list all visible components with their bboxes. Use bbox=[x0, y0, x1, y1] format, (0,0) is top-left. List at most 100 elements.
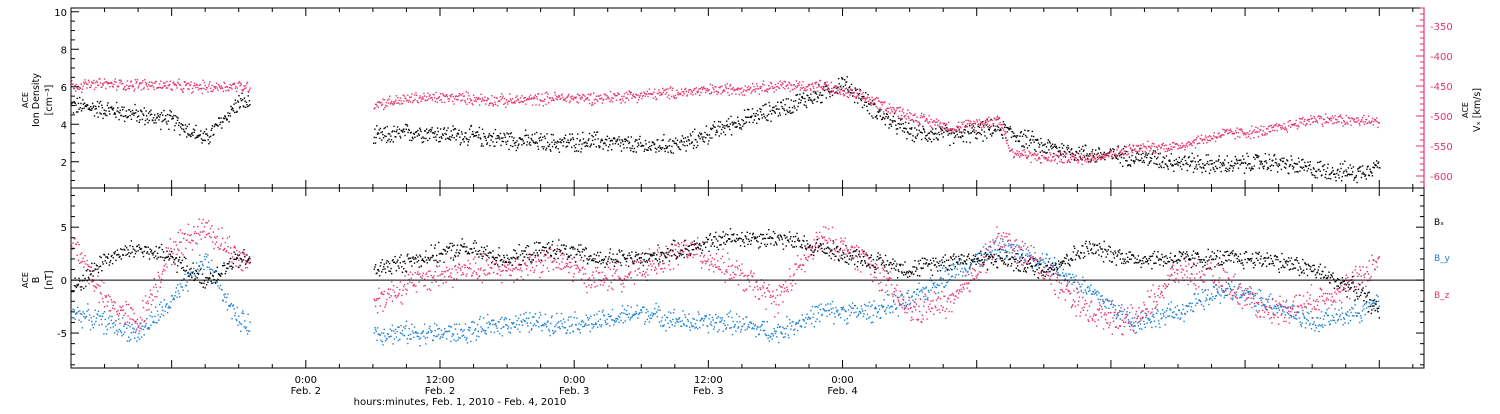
density-series-point bbox=[917, 135, 918, 136]
density-series-point bbox=[183, 129, 184, 130]
vx-series-point bbox=[756, 83, 757, 84]
density-series-point bbox=[671, 152, 672, 153]
density-series-point bbox=[1008, 128, 1009, 129]
density-series-point bbox=[379, 129, 380, 130]
density-series-point bbox=[711, 137, 712, 138]
vx-series-point bbox=[981, 122, 982, 123]
density-series-point bbox=[1273, 155, 1274, 156]
density-series-point bbox=[97, 116, 98, 117]
density-series-point bbox=[973, 125, 974, 126]
density-series-point bbox=[1239, 160, 1240, 161]
by-series-point bbox=[645, 312, 646, 313]
density-series-point bbox=[914, 141, 915, 142]
vx-series-point bbox=[424, 95, 425, 96]
density-series-point bbox=[1241, 162, 1242, 163]
density-series-point bbox=[800, 102, 801, 103]
by-series-point bbox=[116, 330, 117, 331]
vx-series-point bbox=[449, 98, 450, 99]
vx-series-point bbox=[1181, 143, 1182, 144]
by-series-point bbox=[685, 317, 686, 318]
vx-series-point bbox=[236, 91, 237, 92]
density-series-point bbox=[155, 122, 156, 123]
vx-series-point bbox=[96, 81, 97, 82]
vx-series-point bbox=[896, 110, 897, 111]
density-series-point bbox=[1299, 170, 1300, 171]
by-series-point bbox=[76, 313, 77, 314]
by-series-point bbox=[135, 332, 136, 333]
density-series-point bbox=[1319, 162, 1320, 163]
vx-series-point bbox=[448, 101, 449, 102]
density-series-point bbox=[179, 134, 180, 135]
vx-series-point bbox=[140, 83, 141, 84]
vx-series-point bbox=[1124, 151, 1125, 152]
by-series-point bbox=[439, 338, 440, 339]
vx-series-point bbox=[716, 91, 717, 92]
density-series-point bbox=[534, 142, 535, 143]
by-series-point bbox=[243, 326, 244, 327]
density-series-point bbox=[464, 136, 465, 137]
density-series-point bbox=[494, 146, 495, 147]
vx-series-point bbox=[855, 97, 856, 98]
vx-series-point bbox=[871, 97, 872, 98]
vx-series-point bbox=[1369, 121, 1370, 122]
vx-series-point bbox=[580, 99, 581, 100]
by-series-point bbox=[963, 271, 964, 272]
vx-series-point bbox=[1135, 151, 1136, 152]
density-series-point bbox=[157, 113, 158, 114]
vx-series-point bbox=[433, 94, 434, 95]
by-series-point bbox=[473, 332, 474, 333]
density-series-point bbox=[1137, 159, 1138, 160]
density-series-point bbox=[1062, 147, 1063, 148]
density-series-point bbox=[188, 135, 189, 136]
vx-series-point bbox=[636, 94, 637, 95]
by-series-point bbox=[959, 264, 960, 265]
vx-series-point bbox=[210, 88, 211, 89]
by-series-point bbox=[946, 282, 947, 283]
vx-series-point bbox=[1302, 117, 1303, 118]
density-series-point bbox=[805, 101, 806, 102]
vx-series-point bbox=[631, 98, 632, 99]
density-series-point bbox=[487, 142, 488, 143]
vx-series-point bbox=[207, 91, 208, 92]
by-series-point bbox=[710, 323, 711, 324]
vx-series-point bbox=[560, 98, 561, 99]
by-series-point bbox=[755, 324, 756, 325]
by-series-point bbox=[417, 336, 418, 337]
vx-series-point bbox=[823, 87, 824, 88]
vx-series-point bbox=[1096, 161, 1097, 162]
by-series-point bbox=[561, 313, 562, 314]
by-series-point bbox=[95, 310, 96, 311]
density-series-point bbox=[1038, 146, 1039, 147]
density-series-point bbox=[753, 113, 754, 114]
density-series-point bbox=[1350, 164, 1351, 165]
vx-series-point bbox=[1054, 160, 1055, 161]
by-series-point bbox=[386, 338, 387, 339]
density-series-point bbox=[1065, 156, 1066, 157]
vx-series-point bbox=[682, 95, 683, 96]
by-series-point bbox=[915, 299, 916, 300]
vx-series-point bbox=[959, 128, 960, 129]
by-series-point bbox=[163, 315, 164, 316]
density-series-point bbox=[1303, 167, 1304, 168]
by-series-point bbox=[436, 324, 437, 325]
vx-series-point bbox=[901, 115, 902, 116]
vx-series-point bbox=[708, 89, 709, 90]
by-series-point bbox=[832, 301, 833, 302]
vx-series-point bbox=[685, 88, 686, 89]
density-series-point bbox=[1122, 166, 1123, 167]
vx-series-point bbox=[525, 104, 526, 105]
by-series-point bbox=[494, 332, 495, 333]
vx-series-point bbox=[925, 120, 926, 121]
vx-series-point bbox=[1069, 162, 1070, 163]
density-series-point bbox=[503, 141, 504, 142]
vx-series-point bbox=[144, 79, 145, 80]
vx-series-point bbox=[1356, 118, 1357, 119]
density-series-point bbox=[616, 141, 617, 142]
vx-series-point bbox=[383, 109, 384, 110]
by-series-point bbox=[886, 313, 887, 314]
vx-series-point bbox=[975, 122, 976, 123]
vx-series-point bbox=[194, 85, 195, 86]
density-series-point bbox=[755, 115, 756, 116]
density-series-point bbox=[816, 93, 817, 94]
density-series-point bbox=[767, 120, 768, 121]
